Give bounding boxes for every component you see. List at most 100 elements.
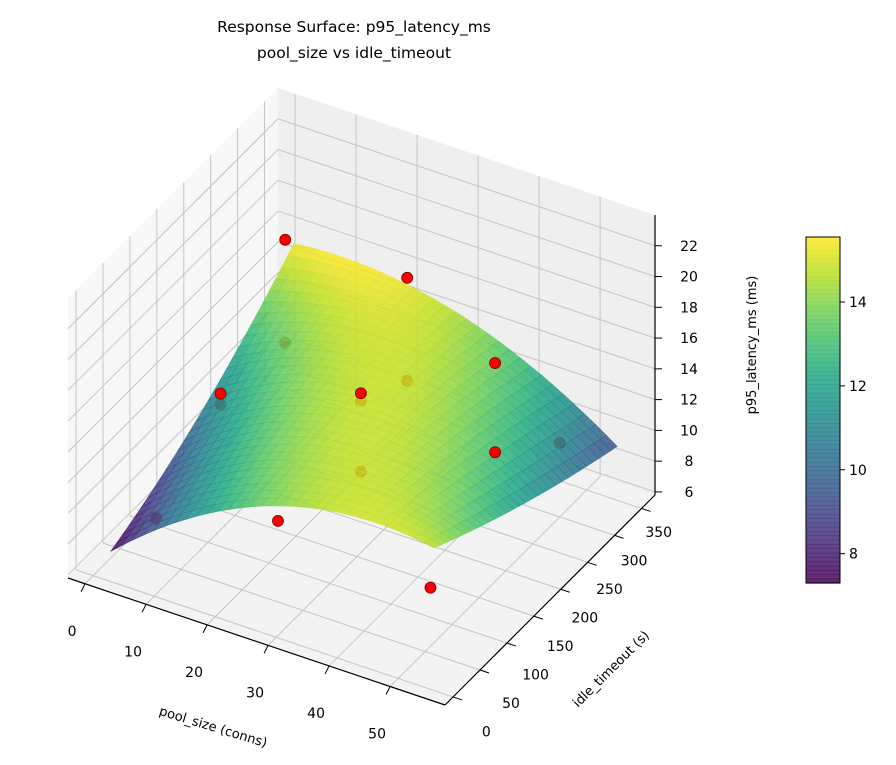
colorbar-segment	[806, 371, 840, 376]
colorbar-segment	[806, 561, 840, 567]
colorbar-segment	[806, 522, 840, 528]
colorbar-segment	[806, 557, 840, 562]
z-tick-label: 10	[680, 423, 698, 439]
colorbar-segment	[806, 310, 840, 316]
colorbar-segment	[806, 574, 840, 580]
colorbar-segment	[806, 548, 840, 554]
colorbar-segment	[806, 578, 840, 584]
x-tick-label: 10	[124, 644, 142, 660]
x-tick	[263, 645, 269, 654]
colorbar-segment	[806, 332, 840, 338]
colorbar-tick-label: 14	[849, 295, 867, 311]
y-axis-label: idle_timeout (s)	[570, 628, 653, 711]
chart-subtitle: pool_size vs idle_timeout	[257, 44, 451, 63]
z-gridline	[277, 118, 656, 247]
colorbar-segment	[806, 392, 840, 398]
colorbar-segment	[806, 518, 840, 524]
colorbar-segment	[806, 241, 840, 247]
colorbar-segment	[806, 258, 840, 264]
z-tick-label: 22	[680, 239, 698, 255]
colorbar-tick-label: 12	[849, 379, 867, 395]
colorbar-segment	[806, 284, 840, 290]
z-gridline	[277, 210, 656, 339]
colorbar-segment	[806, 531, 840, 537]
colorbar-segment	[806, 492, 840, 498]
colorbar-segment	[806, 271, 840, 277]
z-gridline	[67, 303, 279, 514]
colorbar-segment	[806, 245, 840, 251]
colorbar-segment	[806, 535, 840, 541]
colorbar-segment	[806, 500, 840, 506]
x-tick-label: 30	[246, 685, 264, 701]
y-tick	[479, 669, 490, 674]
y-tick-label: 250	[596, 582, 623, 598]
x-tick	[385, 686, 391, 695]
colorbar-segment	[806, 306, 840, 312]
y-tick-label: 0	[482, 724, 491, 740]
chart-title: Response Surface: p95_latency_ms	[217, 18, 491, 37]
x-axis-line	[67, 577, 446, 706]
colorbar: 8 10 12 14	[805, 236, 867, 584]
x-axis-label: pool_size (conns)	[157, 704, 269, 751]
y-tick	[587, 561, 597, 566]
colorbar-segment	[806, 509, 840, 515]
data-point	[401, 271, 414, 284]
colorbar-segment	[806, 552, 840, 558]
colorbar-segment	[806, 427, 840, 433]
z-tick-label: 14	[680, 362, 698, 378]
colorbar-segment	[806, 539, 840, 545]
colorbar-segment	[806, 505, 840, 511]
y-tick	[641, 507, 651, 512]
colorbar-segment	[806, 440, 840, 446]
colorbar-segment	[806, 570, 840, 575]
colorbar-segment	[806, 297, 840, 303]
colorbar-segment	[806, 444, 840, 450]
colorbar-segment	[806, 565, 840, 571]
colorbar-segment	[806, 280, 840, 286]
colorbar-segment	[806, 323, 840, 329]
x-tick-label: 0	[68, 624, 77, 640]
colorbar-segment	[806, 431, 840, 437]
colorbar-segment	[806, 375, 840, 381]
colorbar-segment	[806, 327, 840, 333]
colorbar-segment	[806, 301, 840, 307]
colorbar-segment	[806, 262, 840, 268]
z-tick-label: 8	[685, 454, 694, 470]
y-gridline	[75, 569, 454, 698]
y-tick	[452, 696, 463, 701]
left-pane	[68, 88, 278, 578]
colorbar-segment	[806, 366, 840, 372]
x-tick	[324, 665, 330, 675]
colorbar-segment	[806, 422, 840, 428]
colorbar-segment	[806, 474, 840, 480]
y-tick-label: 350	[645, 525, 672, 541]
colorbar-segment	[806, 479, 840, 485]
y-tick-label: 150	[547, 639, 574, 655]
colorbar-tick-label: 10	[849, 463, 867, 479]
colorbar-segment	[806, 353, 840, 359]
x-tick	[141, 604, 147, 613]
colorbar-segment	[806, 345, 840, 351]
z-gridline	[67, 210, 279, 422]
colorbar-segment	[806, 275, 840, 281]
colorbar-segment	[806, 513, 840, 519]
colorbar-tick-label: 8	[849, 547, 858, 563]
colorbar-segment	[806, 435, 840, 441]
colorbar-segment	[806, 405, 840, 411]
response-surface	[110, 243, 618, 552]
x-tick	[202, 624, 208, 634]
colorbar-segment	[806, 336, 840, 342]
data-point	[272, 514, 284, 527]
colorbar-segment	[806, 319, 840, 325]
y-gridline	[129, 515, 508, 644]
colorbar-segment	[806, 388, 840, 394]
z-tick-label: 6	[685, 485, 694, 501]
colorbar-segment	[806, 401, 840, 407]
y-tick-label: 200	[571, 611, 598, 627]
colorbar-frame	[805, 236, 841, 584]
y-tick	[533, 615, 544, 620]
colorbar-segment	[806, 483, 840, 489]
colorbar-segment	[806, 267, 840, 273]
colorbar-segment	[806, 249, 840, 255]
